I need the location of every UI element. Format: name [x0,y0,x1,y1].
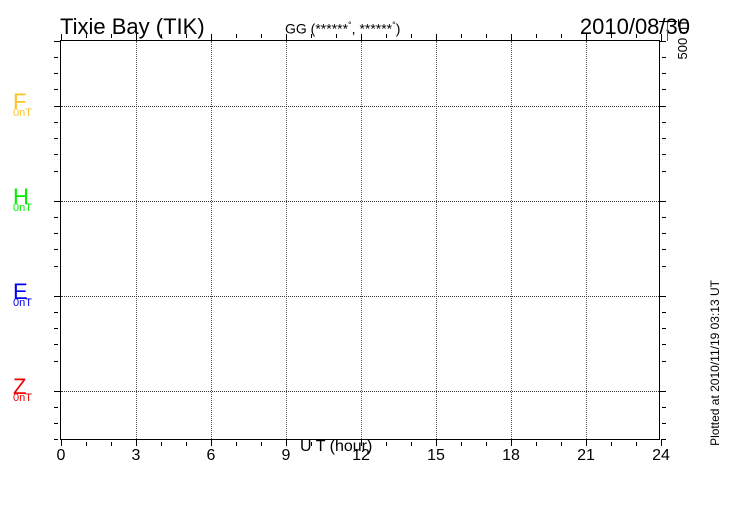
scale-bar-label: 500 nT [675,19,690,59]
xtick-18: 18 [502,447,520,465]
vgridline-6h [211,41,212,441]
vgridline-9h [286,41,287,441]
vgridline-18h [511,41,512,441]
plot-area: F 0nT H 0nT E 0nT Z 0nT 0 3 6 9 12 15 18… [60,40,660,440]
xaxis-label: U T (hour) [300,438,372,456]
xtick-21: 21 [577,447,595,465]
chart-title: Tixie Bay (TIK) [60,14,205,40]
xtick-15: 15 [427,447,445,465]
hgridline-H [61,201,661,202]
hgridline-E [61,296,661,297]
vgridline-15h [436,41,437,441]
unit-Z: 0nT [13,392,57,404]
gg-coordinates-label: GG (******°, ******°) [285,20,400,37]
vgridline-3h [136,41,137,441]
vgridline-12h [361,41,362,441]
unit-F: 0nT [13,107,57,119]
scale-bar: 500 nT [657,21,687,61]
unit-H: 0nT [13,202,57,214]
unit-E: 0nT [13,297,57,309]
xtick-9: 9 [282,447,291,465]
plotted-at-timestamp: Plotted at 2010/11/19 03:13 UT [708,280,722,446]
xtick-0: 0 [57,447,66,465]
hgridline-F [61,106,661,107]
vgridline-21h [586,41,587,441]
xtick-24: 24 [652,447,670,465]
hgridline-Z [61,391,661,392]
xtick-6: 6 [207,447,216,465]
xtick-3: 3 [132,447,141,465]
